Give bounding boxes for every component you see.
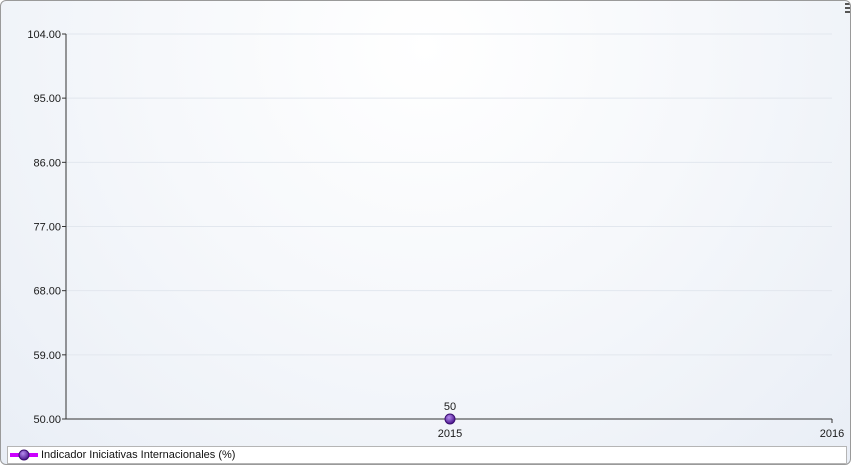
grid-lines xyxy=(66,33,832,356)
data-point xyxy=(444,413,456,425)
tick-labels: 104.00 95.00 86.00 77.00 68.00 59.00 50.00 2015… xyxy=(27,29,844,440)
legend: Indicador Iniciativas Internacionales (%… xyxy=(7,446,847,464)
y-tick-label: 86.00 xyxy=(33,157,61,169)
legend-swatch-icon xyxy=(10,449,38,461)
x-tick-label: 2015 xyxy=(438,428,462,440)
gear-icon[interactable] xyxy=(844,3,851,13)
y-tick-label: 50.00 xyxy=(33,414,61,426)
y-tick-label: 68.00 xyxy=(33,286,61,298)
axes xyxy=(62,33,833,423)
series: 50 xyxy=(444,401,456,425)
x-tick-label: 2016 xyxy=(820,428,844,440)
y-tick-label: 95.00 xyxy=(33,93,61,105)
legend-label: Indicador Iniciativas Internacionales (%… xyxy=(41,449,236,461)
y-tick-label: 104.00 xyxy=(27,29,61,41)
y-tick-label: 77.00 xyxy=(33,222,61,234)
data-label: 50 xyxy=(444,401,456,413)
y-tick-label: 59.00 xyxy=(33,350,61,362)
